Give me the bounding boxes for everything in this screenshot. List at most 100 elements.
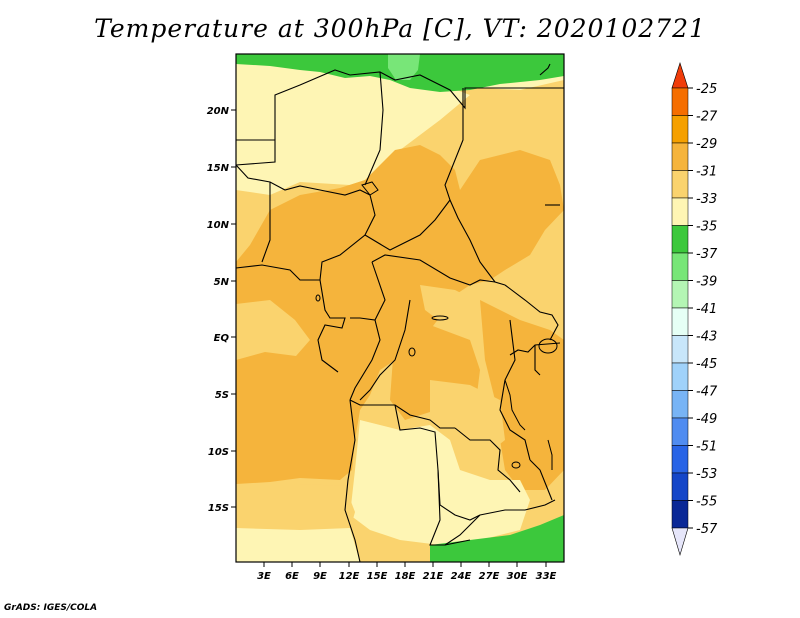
colorbar-segment	[671, 115, 689, 144]
border-line	[444, 514, 481, 546]
colorbar-segment	[671, 472, 689, 501]
field-green-south	[430, 515, 564, 562]
border-line	[364, 71, 384, 186]
border-line	[529, 459, 553, 501]
border-line	[359, 299, 411, 401]
border-line	[344, 399, 361, 563]
colorbar-label: -27	[696, 110, 718, 125]
lake-tanganyika	[504, 379, 526, 431]
colorbar-segment	[671, 417, 689, 446]
colorbar-segment	[671, 252, 689, 281]
x-tick-label: 12E	[339, 571, 360, 582]
colorbar-label: -39	[696, 275, 717, 290]
border-line	[235, 139, 276, 166]
border-line	[429, 469, 471, 546]
border-line	[534, 345, 541, 376]
lake-small	[511, 461, 521, 469]
colorbar-top-arrow	[671, 62, 689, 89]
border-line	[444, 88, 506, 286]
border-line	[274, 69, 564, 140]
colorbar-segment	[671, 225, 689, 254]
y-tick-label: 15S	[208, 503, 229, 514]
field-cool-north	[236, 62, 470, 195]
y-tick-label: 5N	[214, 277, 230, 288]
colorbar-label: -47	[696, 385, 718, 400]
colorbar-segment	[671, 445, 689, 474]
colorbar-label: -45	[696, 357, 717, 372]
border-line	[317, 279, 346, 373]
colorbar-segment	[671, 197, 689, 226]
lake-small	[408, 347, 416, 357]
x-tick-label: 15E	[367, 571, 388, 582]
colorbar-segment	[671, 170, 689, 199]
map-title: Temperature at 300hPa [C], VT: 202010272…	[94, 14, 706, 43]
map-frame	[235, 53, 565, 563]
colorbar-segment	[671, 390, 689, 419]
lake-small	[431, 315, 449, 321]
y-tick-label: 10S	[208, 447, 229, 458]
credit-text: GrADS: IGES/COLA	[4, 603, 98, 613]
border-line	[454, 427, 521, 493]
border-line	[371, 254, 496, 286]
field-mid-center	[420, 285, 475, 330]
colorbar-segment	[671, 307, 689, 336]
colorbar-label: -29	[696, 137, 717, 152]
x-tick-label: 18E	[395, 571, 416, 582]
field-mid-west	[236, 300, 310, 360]
field-warm-central	[236, 145, 564, 484]
border-line	[364, 199, 451, 251]
x-tick-label: 33E	[536, 571, 557, 582]
colorbar-label: -57	[696, 522, 718, 537]
x-tick-label: 6E	[285, 571, 299, 582]
colorbar-segments	[671, 87, 689, 529]
y-axis: 20N 15N 10N 5N EQ 5S 10S 15S	[207, 106, 236, 514]
border-line	[539, 63, 551, 76]
colorbar-segment	[671, 87, 689, 116]
x-tick-label: 21E	[423, 571, 444, 582]
x-tick-label: 27E	[479, 571, 500, 582]
colorbar-segment	[671, 335, 689, 364]
lake-small	[315, 294, 321, 302]
border-line	[349, 399, 455, 429]
x-axis: 3E 6E 9E 12E 15E 18E 21E 24E 27E 30E 33E	[257, 562, 557, 582]
border-line	[349, 319, 381, 401]
y-tick-label: EQ	[214, 333, 230, 344]
field-cool-south-west	[236, 528, 360, 562]
colorbar-label: -33	[696, 192, 717, 207]
temperature-field	[236, 54, 564, 562]
colorbar-labels: -25 -27 -29 -31 -33 -35 -37 -39 -41 -43 -45 -47 -49 -…	[688, 82, 718, 537]
colorbar-label: -53	[696, 467, 717, 482]
border-line	[509, 342, 561, 356]
y-tick-label: 10N	[207, 220, 230, 231]
colorbar-label: -51	[696, 440, 717, 455]
lake-victoria	[538, 338, 558, 354]
colorbar-label: -55	[696, 495, 717, 510]
colorbar-segment	[671, 500, 689, 529]
border-line	[235, 164, 371, 196]
colorbar-segment	[671, 280, 689, 309]
y-tick-label: 20N	[207, 106, 230, 117]
colorbar-label: -37	[696, 247, 718, 262]
colorbar-label: -43	[696, 330, 717, 345]
colorbar-label: -35	[696, 220, 717, 235]
colorbar: -25 -27 -29 -31 -33 -35 -37 -39 -41 -43 -45 -47 -49 -…	[671, 62, 718, 557]
border-line	[261, 182, 271, 263]
lakes	[315, 181, 558, 470]
x-tick-label: 9E	[313, 571, 327, 582]
lake-chad	[361, 181, 379, 196]
x-tick-label: 30E	[507, 571, 528, 582]
x-tick-label: 24E	[451, 571, 472, 582]
field-mid-south	[236, 484, 355, 532]
colorbar-bottom-arrow	[671, 527, 689, 557]
border-line	[235, 194, 376, 281]
colorbar-label: -25	[696, 82, 717, 97]
country-borders	[235, 63, 564, 563]
lake-malawi	[547, 439, 553, 470]
border-line	[504, 284, 559, 341]
y-tick-label: 15N	[207, 163, 230, 174]
y-tick-label: 5S	[215, 390, 229, 401]
colorbar-segment	[671, 142, 689, 171]
x-tick-label: 3E	[257, 571, 271, 582]
border-line	[479, 499, 556, 516]
